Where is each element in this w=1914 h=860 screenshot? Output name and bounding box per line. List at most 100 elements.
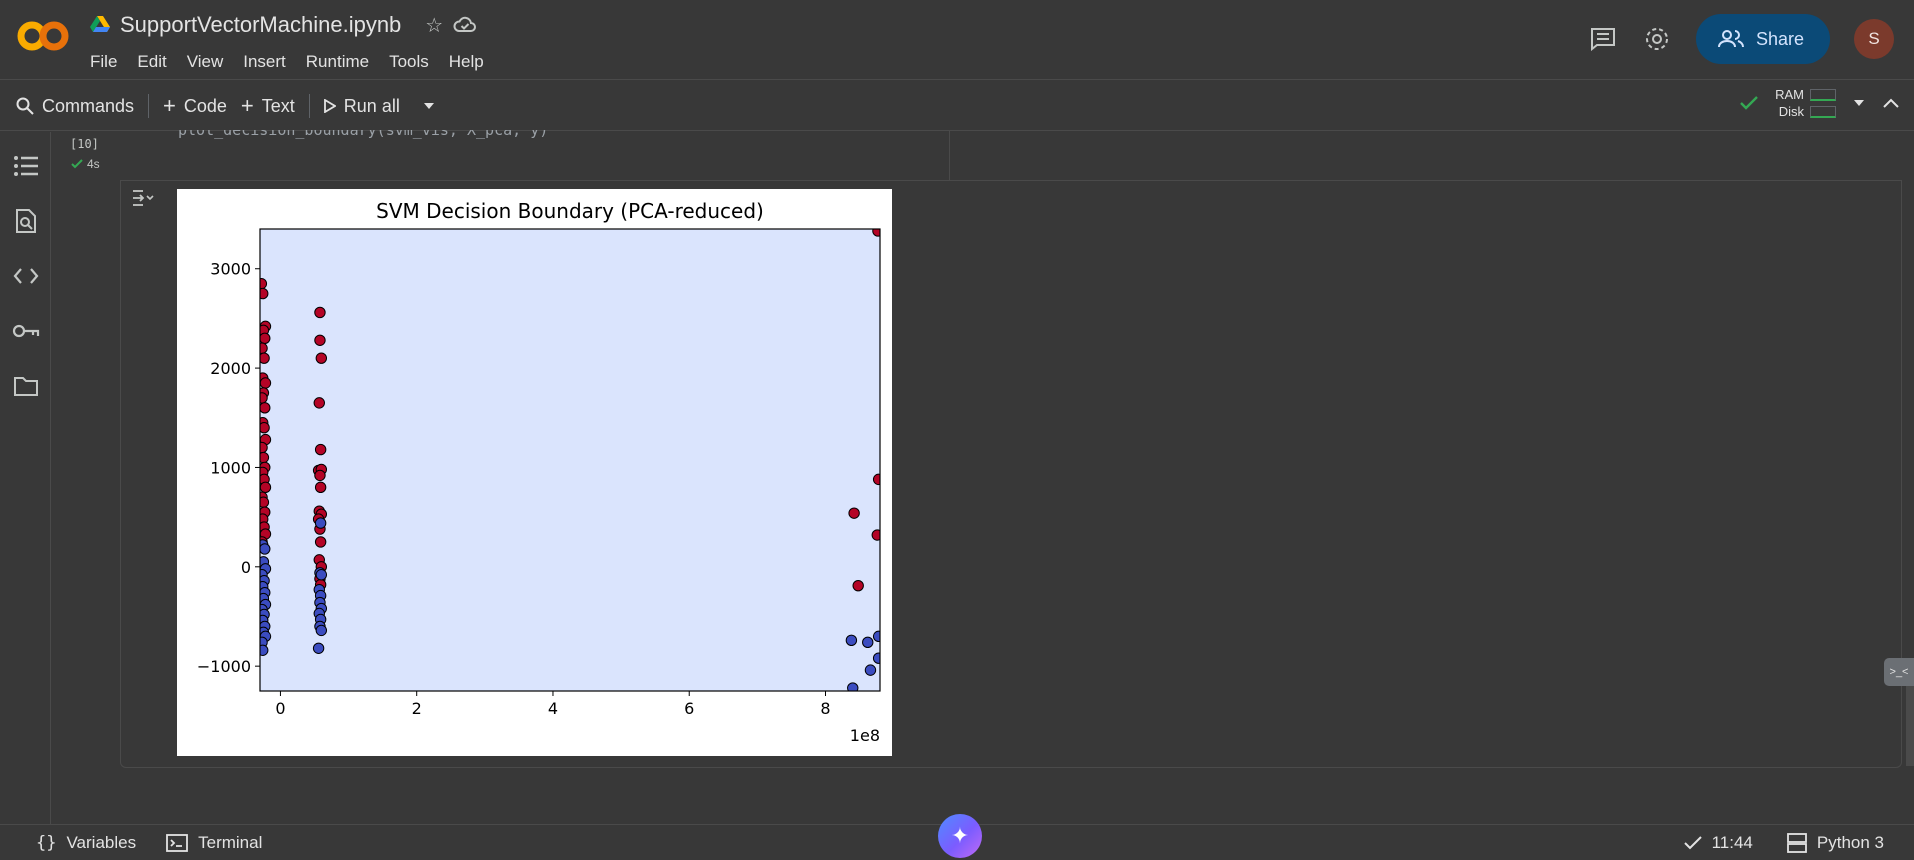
x-tick-label: 4 [548, 699, 558, 718]
ram-bar [1810, 88, 1836, 101]
menu-runtime[interactable]: Runtime [305, 52, 370, 71]
success-check-icon [71, 159, 83, 169]
variables-button[interactable]: {} Variables [36, 833, 136, 853]
x-tick-label: 8 [820, 699, 830, 718]
secrets-key-icon[interactable] [12, 317, 40, 345]
add-code-button[interactable]: + Code [163, 93, 227, 119]
sparkle-icon: ✦ [950, 823, 970, 848]
star-icon[interactable]: ☆ [425, 14, 444, 37]
y-tick-label: −1000 [197, 657, 251, 676]
scatter-point [260, 342, 268, 354]
scatter-point [260, 543, 271, 555]
y-tick-label: 2000 [210, 359, 251, 378]
top-header: SupportVectorMachine.ipynb ☆ File Edit V… [0, 0, 1914, 80]
scatter-point [313, 397, 325, 409]
user-avatar[interactable]: S [1854, 19, 1894, 59]
y-tick-label: 1000 [210, 458, 251, 477]
scatter-point [872, 229, 880, 237]
scatter-point [260, 277, 268, 290]
menu-bar: File Edit View Insert Runtime Tools Help [90, 52, 484, 72]
scatter-point [312, 642, 325, 654]
ram-meter: RAM [1775, 87, 1836, 102]
execution-time-label: 4s [87, 157, 100, 171]
scatter-point [847, 682, 859, 691]
ram-label: RAM [1775, 87, 1804, 102]
search-icon [16, 97, 34, 115]
google-drive-icon[interactable] [90, 16, 110, 34]
scatter-point [314, 469, 326, 482]
menu-view[interactable]: View [186, 52, 224, 71]
settings-gear-icon[interactable] [1642, 24, 1672, 54]
braces-icon: {} [36, 833, 57, 853]
share-button[interactable]: Share [1695, 14, 1830, 64]
scatter-point [260, 287, 269, 300]
header-actions: Share S [1588, 14, 1894, 64]
colab-logo-icon[interactable] [16, 16, 70, 56]
plot-frame [259, 228, 881, 692]
code-label: Code [183, 95, 227, 116]
output-toggle-icon[interactable] [131, 188, 155, 208]
find-in-doc-icon[interactable] [12, 207, 40, 235]
toolbar-right: RAM Disk [1739, 87, 1900, 119]
status-left: {} Variables Terminal [36, 833, 262, 853]
chevron-up-icon[interactable] [1882, 97, 1900, 109]
scatter-point [852, 579, 864, 592]
scatter-point [314, 536, 327, 548]
scatter-point [845, 634, 858, 647]
menu-edit[interactable]: Edit [137, 52, 167, 71]
scatter-point [872, 630, 880, 643]
x-axis-multiplier: 1e8 [850, 726, 880, 745]
run-all-button[interactable]: Run all [323, 96, 400, 117]
scatter-point [314, 306, 326, 319]
runtime-label: Python 3 [1816, 833, 1884, 852]
cell-output-area [120, 180, 1902, 768]
menu-insert[interactable]: Insert [243, 52, 286, 71]
resource-meter[interactable]: RAM Disk [1775, 87, 1836, 119]
comments-icon[interactable] [1588, 24, 1618, 54]
runtime-type[interactable]: Python 3 [1786, 833, 1884, 853]
left-sidebar-rail [0, 132, 51, 824]
table-of-contents-icon[interactable] [12, 152, 40, 180]
variables-label: Variables [66, 833, 137, 852]
scatter-point [260, 377, 272, 389]
side-panel-handle[interactable]: >_< [1884, 658, 1914, 686]
check-icon [1683, 836, 1702, 850]
add-text-button[interactable]: + Text [241, 93, 295, 119]
scatter-point [314, 517, 327, 529]
y-tick-label: 3000 [210, 260, 251, 279]
scatter-point [315, 569, 328, 581]
scrollbar[interactable] [1906, 686, 1914, 766]
decision-region [260, 229, 880, 691]
scatter-point [314, 481, 327, 494]
code-cell-editor[interactable]: plot_decision_boundary(svm_vis, X_pca, y… [120, 130, 950, 180]
cloud-sync-icon[interactable] [453, 15, 477, 35]
scatter-point [872, 473, 880, 486]
commands-button[interactable]: Commands [16, 96, 134, 117]
scatter-points [260, 229, 880, 691]
scatter-point [314, 334, 326, 346]
code-line: plot_decision_boundary(svm_vis, X_pca, y… [178, 130, 549, 139]
files-folder-icon[interactable] [12, 372, 40, 400]
terminal-button[interactable]: Terminal [166, 833, 262, 853]
scatter-point [871, 529, 880, 541]
code-snippets-icon[interactable] [12, 262, 40, 290]
status-right: 11:44 Python 3 [1683, 833, 1884, 853]
scatter-point [260, 644, 269, 656]
menu-file[interactable]: File [90, 52, 118, 71]
scatter-point [315, 352, 328, 364]
chart-title: SVM Decision Boundary (PCA-reduced) [376, 199, 764, 223]
terminal-label: Terminal [198, 833, 263, 852]
menu-help[interactable]: Help [448, 52, 484, 71]
last-run-status[interactable]: 11:44 [1683, 833, 1753, 853]
play-icon [323, 99, 336, 113]
x-tick-label: 0 [275, 699, 285, 718]
plot-figure: SVM Decision Boundary (PCA-reduced) 0 2 4 6… [177, 189, 892, 756]
toolbar-divider [308, 94, 310, 118]
toolbar-divider [148, 94, 150, 118]
run-all-dropdown-icon[interactable] [422, 101, 436, 111]
runtime-dropdown-icon[interactable] [1852, 98, 1866, 108]
notebook-title[interactable]: SupportVectorMachine.ipynb [120, 12, 402, 37]
menu-tools[interactable]: Tools [389, 52, 429, 71]
text-label: Text [261, 95, 295, 116]
gemini-assistant-button[interactable]: ✦ [938, 814, 982, 858]
